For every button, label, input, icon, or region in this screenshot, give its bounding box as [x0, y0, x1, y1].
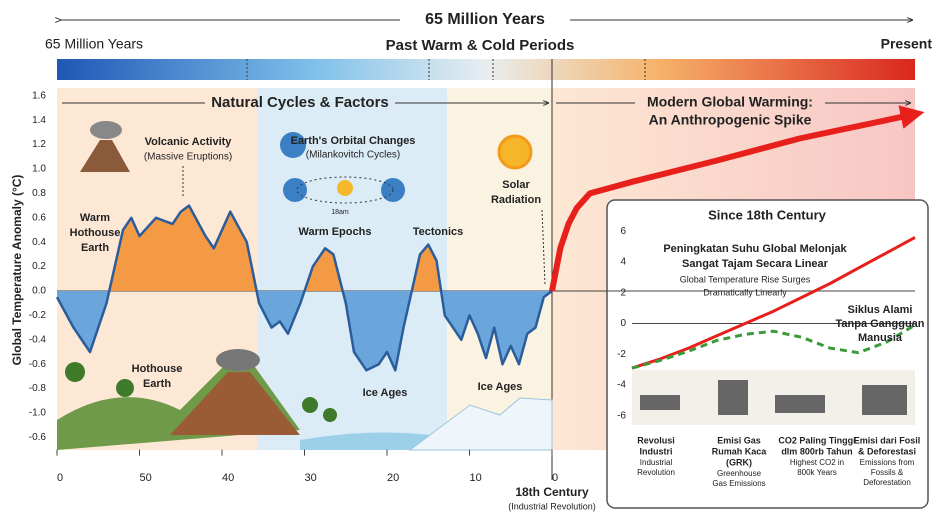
annotation: An Anthropogenic Spike [649, 112, 812, 128]
annotation: Sangat Tajam Secara Linear [682, 258, 829, 270]
group-subtitle: Highest CO2 in [790, 458, 844, 467]
group-title: Emisi Gas [717, 435, 761, 445]
annotation: (Massive Eruptions) [144, 152, 232, 163]
y-tick-label: -0.6 [29, 359, 47, 370]
x-tick-label: 40 [222, 472, 234, 484]
annotation: Global Temperature Rise Surges [680, 274, 811, 284]
annotation: Ice Ages [478, 381, 523, 393]
y-tick-label: 0.0 [32, 286, 46, 297]
y-tick-label: 0.2 [32, 261, 46, 272]
annotation: Warm [80, 212, 110, 224]
annotation: Manusia [858, 332, 903, 344]
group-title: Emisi dari Fosil [854, 435, 921, 445]
x-tick-label: 30 [305, 472, 317, 484]
span-label: 65 Million Years [425, 11, 545, 28]
annotation: Tanpa Gangguan [835, 318, 924, 330]
group-title: & Deforestasi [858, 446, 916, 456]
group-subtitle: Fossils & [871, 468, 904, 477]
group-subtitle: Deforestation [863, 478, 911, 487]
y-tick-label: -0.8 [29, 383, 47, 394]
group-subtitle: Industrial [640, 458, 673, 467]
chart: 65 Million Years 65 Million Years Past War… [0, 0, 934, 512]
y-tick-label: -0.4 [29, 334, 47, 345]
annotation: Earth [81, 242, 109, 254]
group-subtitle: Revolution [637, 468, 675, 477]
y-axis-label: Global Temperature Anomaly (°C) [10, 175, 24, 366]
annotation: Solar [502, 179, 530, 191]
x-tick-label: 0 [552, 472, 558, 484]
group-subtitle: 800k Years [797, 468, 837, 477]
y-tick-label: -6 [617, 410, 626, 421]
x-tick-label: 0 [57, 472, 63, 484]
y-tick-label: 0.6 [32, 212, 46, 223]
annotation: Ice Ages [363, 387, 408, 399]
y-tick-label: -1.0 [29, 408, 47, 419]
y-tick-label: 0.4 [32, 237, 46, 248]
x-tick-label: 20 [387, 472, 399, 484]
start-label: 65 Million Years [45, 36, 143, 52]
annotation: Natural Cycles & Factors [211, 94, 389, 111]
group-subtitle: Greenhouse [717, 469, 762, 478]
end-label: Present [881, 36, 933, 52]
annotation: 18am [331, 209, 349, 216]
y-tick-label: 0.8 [32, 188, 46, 199]
annotation: Volcanic Activity [145, 136, 233, 148]
y-tick-label: -0.6 [29, 432, 47, 443]
annotation: Dramatically Linearly [703, 287, 787, 297]
x-tick-label: 10 [470, 472, 482, 484]
annotation: Earth's Orbital Changes [291, 135, 416, 147]
group-subtitle: Gas Emissions [712, 479, 765, 488]
annotation: Modern Global Warming: [647, 94, 813, 110]
y-tick-label: 1.0 [32, 164, 46, 175]
group-title: Industri [640, 446, 673, 456]
group-title: Revolusi [637, 435, 675, 445]
annotation: 18th Century [515, 485, 589, 499]
annotation: (Industrial Revolution) [508, 501, 596, 511]
chart-title: Past Warm & Cold Periods [386, 37, 575, 54]
group-title: (GRK) [726, 457, 752, 467]
inset-title: Since 18th Century [708, 207, 827, 222]
y-tick-label: 1.2 [32, 139, 46, 150]
group-title: CO2 Paling Tinggi [778, 435, 855, 445]
group-title: Rumah Kaca [712, 446, 768, 456]
group-subtitle: Emissions from [860, 458, 915, 467]
annotation: Tectonics [413, 226, 464, 238]
annotation: Hothouse [132, 363, 183, 375]
y-tick-label: 0 [620, 318, 626, 329]
annotation: Siklus Alami [847, 304, 912, 316]
y-tick-label: 1.6 [32, 90, 46, 101]
annotation: Warm Epochs [299, 226, 372, 238]
annotation: Radiation [491, 194, 541, 206]
annotation: Earth [143, 378, 171, 390]
group-title: dlm 800rb Tahun [781, 446, 852, 456]
y-tick-label: -2 [617, 349, 626, 360]
x-tick-label: 50 [140, 472, 152, 484]
y-tick-label: -4 [617, 380, 626, 391]
y-tick-label: 2 [620, 287, 626, 298]
annotation: Hothouse [70, 227, 121, 239]
annotation: (Milankovitch Cycles) [306, 150, 400, 161]
y-tick-label: 6 [620, 226, 626, 237]
y-tick-label: 1.4 [32, 115, 46, 126]
y-tick-label: 4 [620, 257, 626, 268]
annotation: Peningkatan Suhu Global Melonjak [663, 243, 847, 255]
y-tick-label: -0.2 [29, 310, 47, 321]
